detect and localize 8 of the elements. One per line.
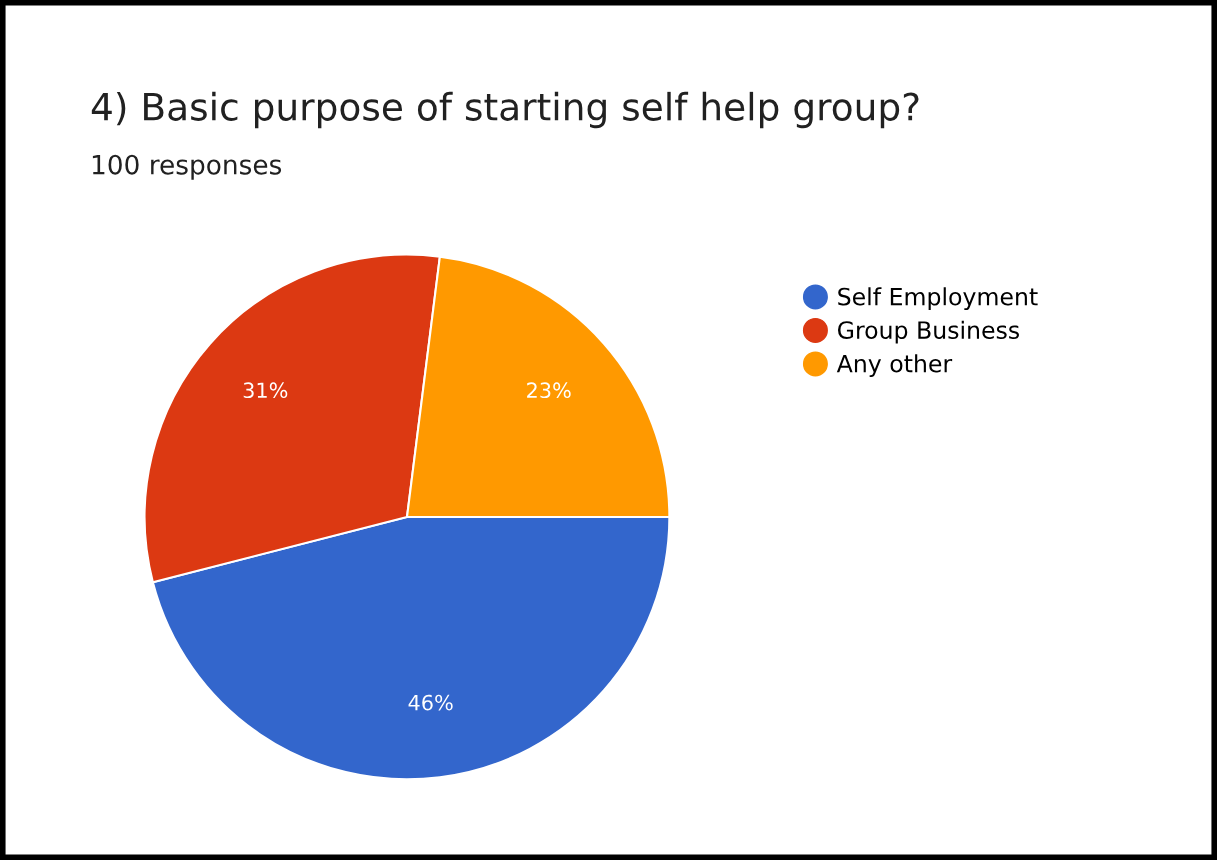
chart-subtitle: 100 responses <box>92 154 282 180</box>
data-label: 46% <box>408 694 453 711</box>
legend-label: Any other <box>836 354 953 378</box>
legend-label: Self Employment <box>838 287 1038 311</box>
legend-label: Group Business <box>837 320 1020 344</box>
chart-title: 4) Basic purpose of starting self help group? <box>91 91 919 129</box>
data-label: 23% <box>527 382 571 399</box>
data-label: 31% <box>243 382 288 399</box>
